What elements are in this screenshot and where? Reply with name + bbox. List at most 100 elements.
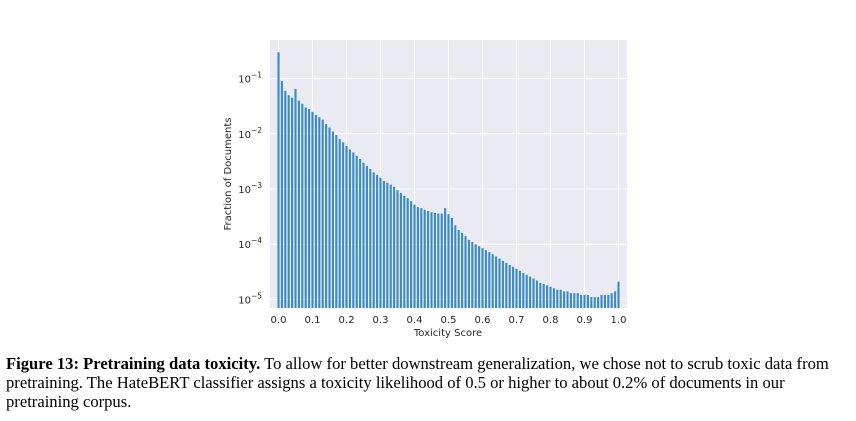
histogram-bar [413,204,416,308]
histogram-bar [576,293,579,308]
histogram-bar [430,212,433,308]
histogram-bar [583,295,586,308]
histogram-bar [542,284,545,308]
histogram-bar [437,213,440,308]
histogram-bar [372,172,375,308]
histogram-bar [352,152,355,308]
histogram-bar [440,213,443,308]
histogram-bar [498,258,501,308]
x-tick-label: 0.6 [475,315,491,326]
histogram-bar [569,293,572,308]
histogram-bar [369,169,372,308]
x-tick-label: 0.8 [543,315,559,326]
histogram-bar [549,286,552,308]
histogram-bar [345,146,348,308]
histogram-bar [376,174,379,308]
histogram-bar [535,280,538,308]
histogram-bar [518,270,521,308]
y-axis-ticks: 10−5 10−4 10−3 10−2 10−1 [238,71,262,307]
histogram-bar [586,295,589,308]
histogram-bar [532,278,535,308]
histogram-bar [294,88,297,308]
histogram-bar [610,293,613,308]
histogram-bar [563,291,566,308]
x-tick-label: 0.4 [407,315,423,326]
histogram-bar [556,289,559,308]
y-tick-label: 10−1 [238,71,262,86]
histogram-bar [287,95,290,309]
histogram-bar [454,225,457,308]
histogram-bar [559,289,562,308]
y-tick-label: 10−2 [238,126,262,141]
histogram-bar [389,184,392,308]
histogram-bar [491,254,494,308]
histogram-bar [478,246,481,308]
x-tick-label: 0.1 [305,315,321,326]
histogram-bar [481,248,484,308]
histogram-bar [355,155,358,308]
histogram-bar [617,281,620,308]
histogram-bar [280,81,283,309]
histogram-bar [328,127,331,309]
histogram-bar [416,207,419,308]
histogram-bar [580,295,583,308]
histogram-bar [461,232,464,308]
caption-text: To allow for better downstream generaliz… [6,354,829,411]
y-tick-label: 10−4 [238,236,262,251]
histogram-bar [399,192,402,308]
figure-caption: Figure 13: Pretraining data toxicity. To… [6,354,852,411]
histogram-bar [539,282,542,308]
histogram-bar [433,212,436,308]
histogram-bar [403,195,406,308]
y-axis-label: Fraction of Documents [223,118,234,231]
histogram-bar [593,297,596,308]
histogram-bar [484,250,487,308]
histogram-bar [362,162,365,308]
histogram-bar [427,210,430,308]
histogram-bar [600,295,603,308]
histogram-bar [597,297,600,308]
histogram-bar [325,124,328,308]
histogram-bar [525,274,528,308]
histogram-bar [338,139,341,308]
histogram-bar [529,276,532,308]
histogram-bar [365,166,368,308]
histogram-bar [420,208,423,308]
histogram-bar [512,266,515,308]
histogram-bar [348,149,351,308]
x-tick-label: 0.2 [339,315,355,326]
histogram-bar [321,119,324,309]
x-tick-label: 0.5 [441,315,457,326]
x-axis-label: Toxicity Score [413,328,482,339]
histogram-bar [379,177,382,308]
grid-lines [270,40,627,308]
histogram-bar [342,142,345,308]
histogram-bar [515,268,518,308]
histogram-bar [488,252,491,308]
histogram-bar [467,239,470,308]
histogram-bar [447,214,450,308]
histogram-bar [284,90,287,308]
x-tick-label: 1.0 [611,315,627,326]
histogram-bar [396,190,399,308]
histogram-bar [495,256,498,308]
histogram-bar [590,297,593,308]
histogram-bar [471,241,474,308]
histogram-bar [304,107,307,309]
histogram-bar [607,295,610,308]
x-tick-label: 0.0 [271,315,287,326]
histogram-bar [444,208,447,308]
histogram-bar [464,236,467,308]
histogram-bar [450,217,453,308]
histogram-bar [501,260,504,308]
histogram-bar [277,52,280,308]
histogram-bar [308,109,311,309]
y-tick-label: 10−5 [238,291,262,306]
histogram-bar [566,291,569,308]
histogram-bar [386,182,389,308]
x-axis-ticks: 0.0 0.1 0.2 0.3 0.4 0.5 0.6 0.7 0.8 0.9 1.0 [271,315,627,326]
histogram-bar [393,186,396,308]
histogram-bar [505,262,508,308]
toxicity-histogram: 0.0 0.1 0.2 0.3 0.4 0.5 0.6 0.7 0.8 0.9 1.0 10−510… [223,40,627,339]
histogram-bar [311,111,314,308]
